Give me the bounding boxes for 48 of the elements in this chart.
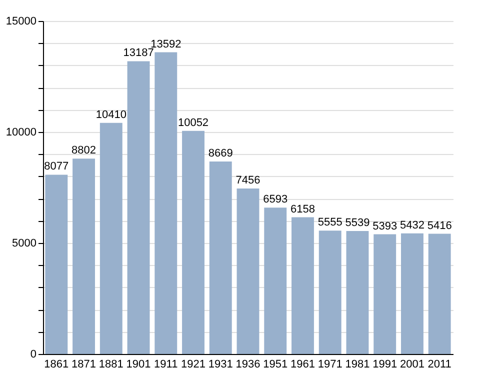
bar	[346, 231, 369, 354]
data-label: 8077	[44, 160, 69, 173]
x-tick-label: 1936	[236, 358, 260, 370]
x-tick-label: 1901	[126, 358, 151, 370]
data-label: 10410	[96, 108, 126, 121]
x-tick-label: 1911	[154, 358, 178, 370]
x-tick-label: 1991	[372, 358, 398, 370]
x-tick-label: 1971	[318, 358, 342, 370]
y-tick-label: 15000	[6, 16, 36, 28]
x-tick-label: 2011	[428, 358, 452, 370]
data-label: 7456	[236, 174, 260, 186]
x-tick-label: 2001	[400, 358, 424, 370]
bar	[72, 158, 96, 354]
bar	[400, 233, 424, 354]
bar	[127, 61, 150, 354]
data-label: 5393	[372, 220, 398, 232]
bar	[292, 217, 314, 354]
data-label: 6593	[263, 194, 288, 206]
y-tick-label: 5000	[12, 238, 36, 250]
data-label: 8669	[208, 148, 233, 160]
data-label: 8802	[72, 144, 96, 157]
bar	[318, 230, 342, 354]
bar	[236, 188, 260, 354]
data-label: 5416	[427, 220, 452, 232]
data-label: 5555	[318, 216, 342, 229]
x-tick-label: 1981	[345, 358, 370, 370]
bar	[374, 234, 396, 354]
data-label: 5539	[345, 217, 370, 230]
data-label: 10052	[178, 116, 209, 129]
bar	[154, 52, 178, 354]
y-tick-label: 10000	[6, 126, 36, 138]
data-label: 6158	[290, 203, 315, 216]
x-tick-label: 1921	[181, 358, 206, 370]
data-label: 13187	[123, 47, 154, 60]
data-label: 5432	[400, 219, 424, 232]
bar	[100, 122, 122, 354]
bar	[428, 234, 451, 354]
x-tick-label: 1961	[290, 358, 315, 370]
x-tick-label: 1931	[208, 358, 233, 370]
x-tick-label: 1951	[263, 358, 288, 370]
x-tick-label: 1861	[44, 358, 69, 370]
bar	[45, 174, 68, 354]
x-tick-label: 1881	[98, 358, 124, 370]
x-tick-label: 1871	[72, 358, 96, 370]
bar	[182, 130, 204, 354]
bar	[209, 162, 232, 354]
bar	[264, 208, 287, 354]
y-tick-label: 0	[30, 348, 36, 360]
